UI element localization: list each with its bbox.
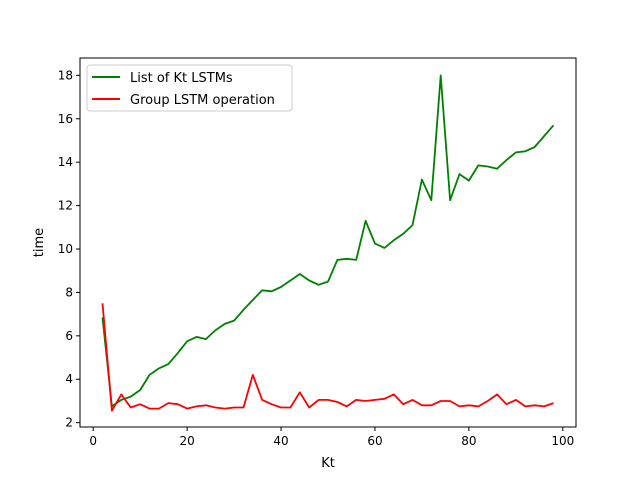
y-tick-label: 12 — [58, 199, 73, 213]
x-tick-label: 20 — [179, 434, 194, 448]
y-tick-label: 14 — [58, 155, 73, 169]
y-tick-label: 16 — [58, 112, 73, 126]
series-line-list-of-kt-lstms — [101, 74, 555, 408]
x-tick-label: 80 — [461, 434, 476, 448]
y-tick-label: 10 — [58, 242, 73, 256]
x-tick-label: 100 — [551, 434, 574, 448]
plot-frame — [79, 57, 577, 428]
y-tick-label: 4 — [65, 372, 73, 386]
x-axis-label: Kt — [321, 456, 335, 471]
x-tick-label: 40 — [273, 434, 288, 448]
series-line-group-lstm-operation — [101, 303, 554, 412]
y-tick-label: 8 — [65, 285, 73, 299]
x-tick-label: 0 — [89, 434, 97, 448]
plot-layer — [101, 74, 555, 412]
axis-ticks: 0 20 40 60 80 100 2 4 6 8 10 12 14 16 18 — [58, 68, 575, 448]
y-axis-label: time — [32, 228, 47, 257]
y-tick-label: 6 — [65, 329, 73, 343]
legend: List of Kt LSTMs Group LSTM operation — [86, 64, 293, 112]
legend-label-group-lstm-operation: Group LSTM operation — [130, 93, 275, 108]
legend-label-list-of-kt-lstms: List of Kt LSTMs — [130, 71, 233, 86]
y-tick-label: 2 — [65, 416, 73, 430]
x-tick-label: 60 — [367, 434, 382, 448]
y-tick-label: 18 — [58, 68, 73, 82]
legend-box — [86, 64, 293, 112]
